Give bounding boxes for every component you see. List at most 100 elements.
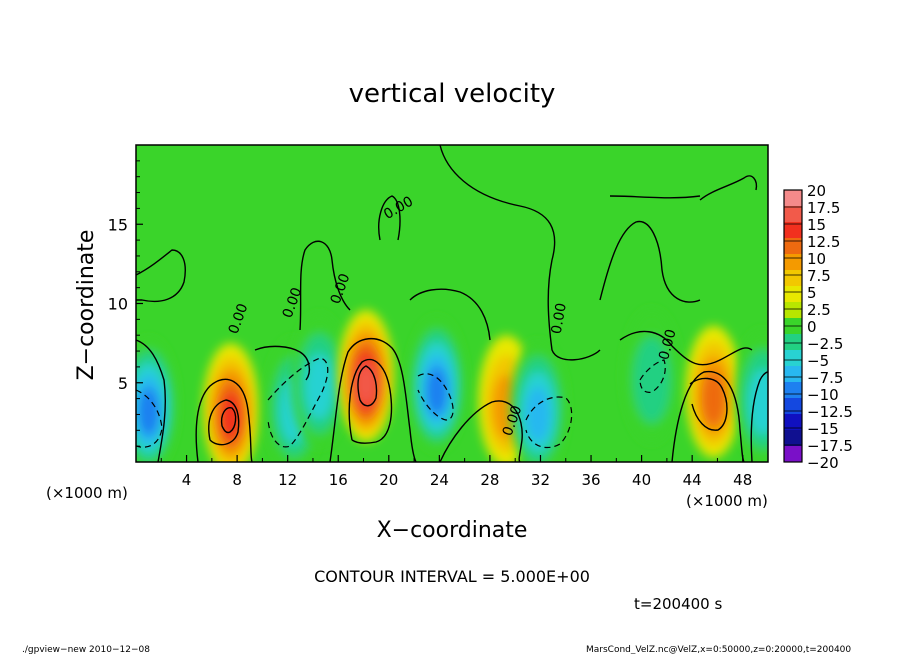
contour-line [136,339,166,462]
y-axis: 5 10 15 [108,160,143,447]
x-tick-label: 12 [278,471,297,489]
contour-line [254,345,311,381]
colorbar-swatch [784,414,802,431]
colorbar-label: 20 [807,182,826,200]
x-tick-label: 44 [683,471,702,489]
velocity-field [136,309,768,462]
contour-line [639,359,666,393]
colorbar-swatch [784,238,802,255]
colorbar-swatch [784,350,802,367]
colorbar: 2017.51512.5107.552.50−2.5−5−7.5−10−12.5… [783,182,853,472]
velocity-cell [734,330,768,462]
x-tick-label: 28 [480,471,499,489]
contour-line [299,240,351,331]
contour-line [439,400,523,462]
dashed-contours [136,357,666,449]
y-tick-label: 10 [108,295,128,314]
contour-line [609,195,701,199]
colorbar-swatch [784,254,802,271]
colorbar-swatch [784,446,802,463]
colorbar-label: −10 [807,386,839,404]
colorbar-swatch [784,366,802,383]
contour-label: 0.00 [549,302,570,335]
colorbar-label: 12.5 [807,233,840,251]
contour-line [220,407,237,434]
footer-source: MarsCond_VelZ.nc@VelZ,x=0:50000,z=0:2000… [586,645,851,654]
colorbar-label: −2.5 [807,335,843,353]
colorbar-label: −12.5 [807,403,853,421]
contour-label: 0.00 [656,328,680,362]
colorbar-label: −20 [807,454,839,472]
contour-line [348,358,393,445]
colorbar-label: 17.5 [807,199,840,217]
x-unit-label-right: (×1000 m) [686,492,768,510]
colorbar-swatch [784,222,802,239]
x-tick-label: 20 [379,471,398,489]
y-tick-label: 5 [118,374,128,393]
footer-program: ./gpview−new 2010−12−08 [22,645,150,654]
contour-line [750,371,768,462]
x-tick-label: 16 [329,471,348,489]
contour-line [136,389,163,448]
x-axis: 4 8 12 16 20 24 28 32 36 40 44 48 [160,455,752,489]
colorbar-label: −7.5 [807,369,843,387]
x-tick-label: 48 [733,471,752,489]
contour-line [689,377,728,431]
velocity-cell [136,338,177,462]
contour-line [267,357,329,448]
contour-line [357,365,378,407]
contour-line [599,220,701,303]
contour-line [525,396,573,449]
colorbar-swatch [784,398,802,415]
x-tick-label: 32 [531,471,550,489]
y-tick-label: 15 [108,215,128,234]
chart-title: vertical velocity [349,79,556,109]
contour-line [671,370,745,462]
velocity-cell [202,343,259,462]
colorbar-label: 10 [807,250,826,268]
x-tick-label: 8 [232,471,242,489]
colorbar-label: −17.5 [807,437,853,455]
contour-line [136,249,186,303]
colorbar-swatch [784,382,802,399]
colorbar-label: 5 [807,284,817,302]
x-axis-label: X−coordinate [377,518,528,543]
contour-lines [136,145,768,462]
velocity-cell [408,317,465,450]
contour-interval: CONTOUR INTERVAL = 5.000E+00 [314,567,590,586]
x-tick-label: 24 [430,471,449,489]
colorbar-swatch [784,206,802,223]
contour-line [329,338,417,462]
x-unit-label-left: (×1000 m) [46,484,128,502]
time-stamp: t=200400 s [634,595,722,613]
colorbar-swatch [784,286,802,303]
x-tick-label: 40 [632,471,651,489]
colorbar-label: 2.5 [807,301,831,319]
colorbar-label: −15 [807,420,839,438]
colorbar-label: 7.5 [807,267,831,285]
colorbar-swatch [784,302,802,319]
velocity-cell [623,309,680,442]
x-tick-label: 4 [182,471,192,489]
contour-line [378,195,401,241]
contour-line [195,378,253,462]
contour-line [619,330,753,366]
y-axis-label: Z−coordinate [74,230,99,381]
colorbar-swatch [784,430,802,447]
colorbar-label: −5 [807,352,829,370]
contour-line [699,175,758,201]
x-tick-label: 36 [581,471,600,489]
colorbar-swatch [784,334,802,351]
colorbar-swatch [784,270,802,287]
contour-line [208,399,240,446]
colorbar-swatch [784,190,802,207]
velocity-cell [291,314,348,447]
contour-line [409,288,491,341]
velocity-cell [338,309,395,442]
colorbar-label: 0 [807,318,817,336]
velocity-cell [509,341,566,462]
contour-line [439,145,601,361]
plot-area: 0.00 0.00 0.00 0.00 0.00 0.00 0.00 [135,144,769,463]
colorbar-label: 15 [807,216,826,234]
